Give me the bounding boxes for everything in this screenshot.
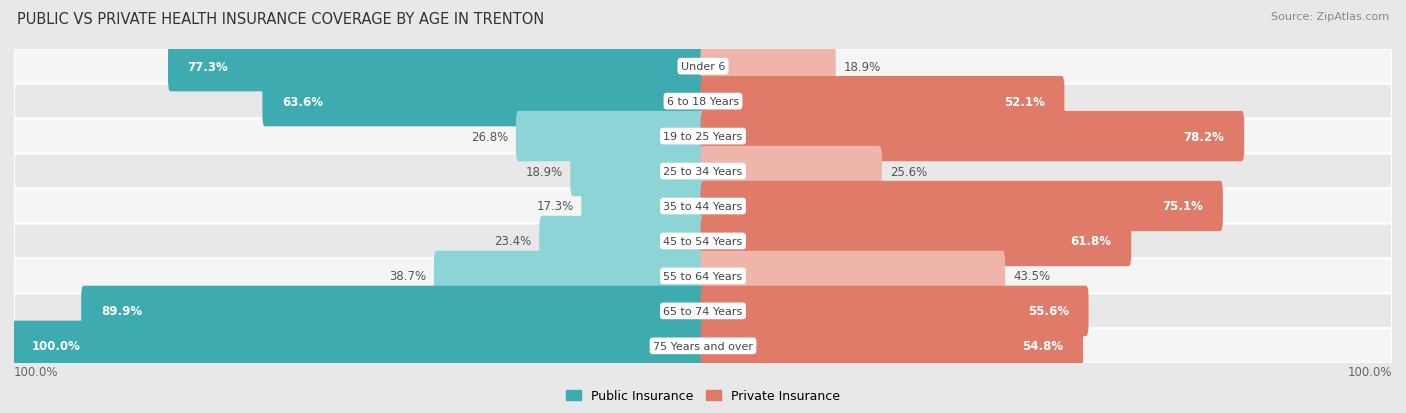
Text: 100.0%: 100.0%	[31, 339, 80, 352]
FancyBboxPatch shape	[11, 321, 706, 371]
FancyBboxPatch shape	[82, 286, 706, 336]
Text: 52.1%: 52.1%	[1004, 95, 1045, 108]
Text: 77.3%: 77.3%	[187, 61, 228, 74]
FancyBboxPatch shape	[14, 84, 1392, 119]
FancyBboxPatch shape	[14, 119, 1392, 154]
FancyBboxPatch shape	[14, 189, 1392, 224]
FancyBboxPatch shape	[700, 251, 1005, 301]
FancyBboxPatch shape	[700, 181, 1223, 232]
Text: 55.6%: 55.6%	[1028, 305, 1069, 318]
FancyBboxPatch shape	[516, 112, 706, 162]
Text: 25 to 34 Years: 25 to 34 Years	[664, 166, 742, 177]
Text: 55 to 64 Years: 55 to 64 Years	[664, 271, 742, 281]
FancyBboxPatch shape	[434, 251, 706, 301]
Text: 61.8%: 61.8%	[1070, 235, 1112, 248]
Text: 25.6%: 25.6%	[890, 165, 927, 178]
FancyBboxPatch shape	[263, 77, 706, 127]
Text: 17.3%: 17.3%	[536, 200, 574, 213]
FancyBboxPatch shape	[571, 147, 706, 197]
Text: Source: ZipAtlas.com: Source: ZipAtlas.com	[1271, 12, 1389, 22]
Text: 18.9%: 18.9%	[526, 165, 562, 178]
FancyBboxPatch shape	[14, 224, 1392, 259]
Text: 38.7%: 38.7%	[389, 270, 426, 283]
Text: 6 to 18 Years: 6 to 18 Years	[666, 97, 740, 107]
Text: 75.1%: 75.1%	[1163, 200, 1204, 213]
FancyBboxPatch shape	[700, 216, 1132, 266]
Text: 75 Years and over: 75 Years and over	[652, 341, 754, 351]
FancyBboxPatch shape	[700, 42, 835, 92]
FancyBboxPatch shape	[167, 42, 706, 92]
Text: 45 to 54 Years: 45 to 54 Years	[664, 236, 742, 247]
Text: 54.8%: 54.8%	[1022, 339, 1063, 352]
FancyBboxPatch shape	[700, 147, 882, 197]
Text: 18.9%: 18.9%	[844, 61, 880, 74]
FancyBboxPatch shape	[14, 154, 1392, 189]
Text: 19 to 25 Years: 19 to 25 Years	[664, 132, 742, 142]
FancyBboxPatch shape	[700, 112, 1244, 162]
Text: 43.5%: 43.5%	[1012, 270, 1050, 283]
Text: 100.0%: 100.0%	[14, 365, 59, 378]
Legend: Public Insurance, Private Insurance: Public Insurance, Private Insurance	[561, 385, 845, 408]
FancyBboxPatch shape	[700, 77, 1064, 127]
FancyBboxPatch shape	[581, 181, 706, 232]
Text: 89.9%: 89.9%	[101, 305, 142, 318]
Text: 78.2%: 78.2%	[1184, 130, 1225, 143]
Text: 35 to 44 Years: 35 to 44 Years	[664, 202, 742, 211]
Text: Under 6: Under 6	[681, 62, 725, 72]
FancyBboxPatch shape	[540, 216, 706, 266]
Text: 63.6%: 63.6%	[283, 95, 323, 108]
Text: PUBLIC VS PRIVATE HEALTH INSURANCE COVERAGE BY AGE IN TRENTON: PUBLIC VS PRIVATE HEALTH INSURANCE COVER…	[17, 12, 544, 27]
Text: 26.8%: 26.8%	[471, 130, 508, 143]
FancyBboxPatch shape	[14, 259, 1392, 294]
FancyBboxPatch shape	[700, 321, 1083, 371]
FancyBboxPatch shape	[700, 286, 1088, 336]
Text: 65 to 74 Years: 65 to 74 Years	[664, 306, 742, 316]
FancyBboxPatch shape	[14, 294, 1392, 329]
FancyBboxPatch shape	[14, 50, 1392, 84]
Text: 23.4%: 23.4%	[494, 235, 531, 248]
FancyBboxPatch shape	[14, 329, 1392, 363]
Text: 100.0%: 100.0%	[1347, 365, 1392, 378]
